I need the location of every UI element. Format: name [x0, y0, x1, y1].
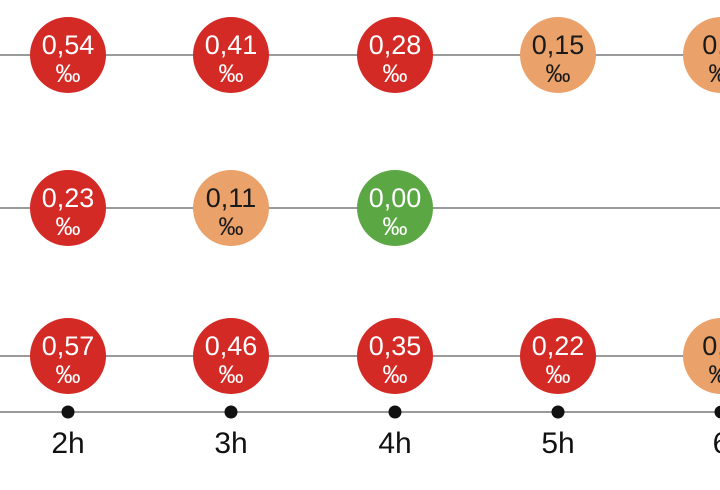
data-point	[683, 318, 720, 394]
x-tick-label: 5h	[541, 427, 574, 460]
x-tick-label: 4h	[378, 427, 411, 460]
x-tick-dot	[714, 405, 720, 419]
data-label-unit: ‰	[56, 213, 81, 241]
x-tick-label: 2h	[51, 427, 84, 460]
data-label-value: 0,22	[532, 331, 585, 361]
data-label-value: 0,15	[532, 30, 585, 60]
data-label-value: 0,54	[42, 30, 95, 60]
data-label-unit: ‰	[56, 361, 81, 389]
data-label-unit: ‰	[219, 60, 244, 88]
data-label-unit: ‰	[546, 361, 571, 389]
data-point	[357, 17, 433, 93]
data-point	[357, 170, 433, 246]
data-label-value: 0,46	[205, 331, 258, 361]
data-label-value: 0,11	[206, 183, 257, 213]
data-point	[30, 170, 106, 246]
data-label-unit: ‰	[709, 361, 720, 389]
x-tick-label: 6	[713, 427, 720, 460]
data-label-unit: ‰	[709, 60, 720, 88]
x-tick-label: 3h	[214, 427, 247, 460]
data-label-unit: ‰	[219, 361, 244, 389]
data-label-unit: ‰	[383, 361, 408, 389]
data-label-value: 0,57	[42, 331, 95, 361]
data-point	[193, 318, 269, 394]
x-tick-dot	[224, 405, 238, 419]
data-point	[30, 17, 106, 93]
data-point	[520, 318, 596, 394]
x-tick-dot	[61, 405, 75, 419]
data-point	[193, 170, 269, 246]
x-tick-dot	[551, 405, 565, 419]
data-label-value: 0,0	[702, 30, 720, 60]
data-label-unit: ‰	[219, 213, 244, 241]
data-point	[520, 17, 596, 93]
x-tick-dot	[388, 405, 402, 419]
data-label-unit: ‰	[546, 60, 571, 88]
data-label-value: 0,23	[42, 183, 95, 213]
data-label-value: 0,00	[369, 183, 422, 213]
data-label-value: 0,35	[369, 331, 422, 361]
data-point	[193, 17, 269, 93]
data-label-unit: ‰	[56, 60, 81, 88]
data-label-unit: ‰	[383, 60, 408, 88]
data-label-unit: ‰	[383, 213, 408, 241]
data-point	[30, 318, 106, 394]
data-point	[683, 17, 720, 93]
data-label-value: 0,0	[702, 331, 720, 361]
data-label-value: 0,28	[369, 30, 422, 60]
data-label-value: 0,41	[205, 30, 258, 60]
data-point	[357, 318, 433, 394]
